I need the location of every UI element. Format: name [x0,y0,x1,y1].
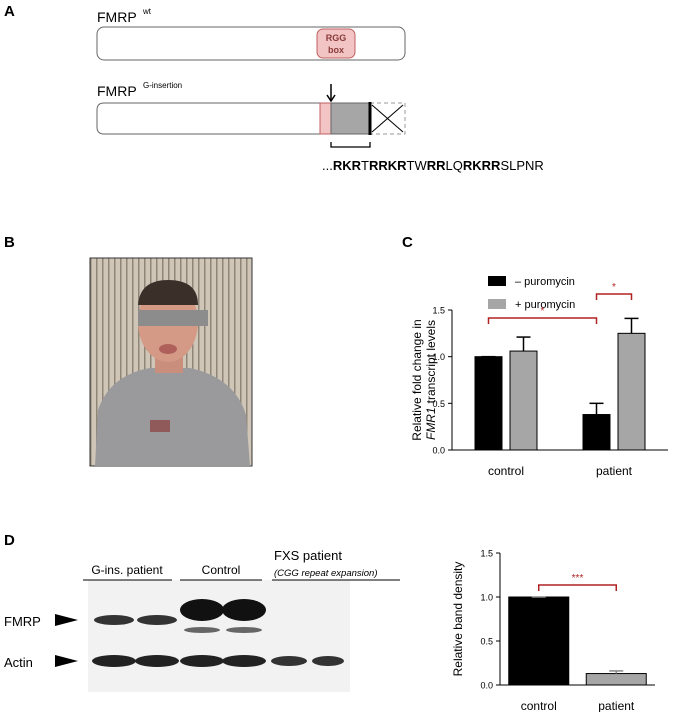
panel-label: C [402,234,413,251]
row-arrow [55,614,78,626]
bar [585,673,647,686]
sequence-part: SLPNR [500,158,543,173]
rgg-label: RGG [326,33,347,43]
shirt [95,368,250,466]
x-tick-label: patient [598,699,635,712]
blot-group: Control [202,563,241,577]
significance-label: * [541,306,545,317]
blot-group: G-ins. patient [91,563,163,577]
western-blot: G-ins. patient Control FXS patient (CGG … [4,548,400,692]
rgg-box [316,28,356,59]
error-bar [624,317,639,334]
panel-label: B [4,234,15,251]
construct-name: FMRP [97,83,137,99]
y-axis-label: Relative fold change in [410,319,424,440]
x-tick-label: control [521,699,557,712]
sequence-part: ... [322,158,333,173]
y-axis-label-part: FMR1 [424,407,438,440]
bar [582,414,611,451]
rgg-label: box [328,45,344,55]
band [94,615,134,625]
y-tick-label: 0.5 [432,399,445,409]
sequence-part: TW [407,158,428,173]
row-arrow [55,655,78,667]
band [222,655,266,667]
y-tick-label: 1.0 [480,593,493,603]
y-tick-label: 0.5 [480,637,493,647]
band [312,656,344,666]
band [137,615,177,625]
blot-membrane [88,580,350,692]
band [92,655,136,667]
sequence-part: RKRR [463,158,501,173]
sequence-part: RKR [333,158,362,173]
sequence-part: T [361,158,369,173]
band [180,599,224,621]
bar [508,596,570,686]
bracket [330,142,371,148]
significance-bracket [538,584,617,591]
panel-label: A [4,3,15,20]
mouth [159,344,177,354]
band [222,599,266,621]
legend-swatch [488,299,506,309]
y-tick-label: 0.0 [480,681,493,691]
construct-superscript: G-insertion [143,81,182,90]
bar [509,350,538,451]
error-bar [589,402,604,415]
y-tick-label: 1.5 [480,549,493,559]
band [271,656,307,666]
frameshift-region [330,102,371,135]
y-axis-label: Relative band density [451,562,465,677]
blot-group-note: (CGG repeat expansion) [274,568,378,579]
x-tick-label: patient [596,464,633,478]
sequence-part: RRKR [369,158,407,173]
y-axis-label-part: transcript levels [424,320,438,403]
y-tick-label: 0.0 [432,446,445,456]
arrow-head [326,94,336,103]
significance-label: *** [572,573,584,584]
panel-label: D [4,532,15,549]
sequence-part: RR [427,158,446,173]
legend-label: + puromycin [515,299,575,311]
y-axis-label-part: Relative fold change in [410,319,424,440]
patient-photo [89,257,253,467]
shirt-logo [150,420,170,432]
significance-label: * [612,282,616,293]
band [180,655,224,667]
significance-bracket [595,293,633,300]
construct-superscript: wt [142,7,152,16]
bar [617,332,646,451]
legend-swatch [488,276,506,286]
sequence: ...RKRTRRKRTWRRLQRKRRSLPNR [322,158,544,173]
construct-name: FMRP [97,9,137,25]
construct-diagram: FMRP wt RGG box FMRP G-insertion ...RKRT… [96,7,544,173]
y-axis-label: FMR1 transcript levels [424,320,438,440]
protein-bar [96,26,406,61]
charts: 0.0 0.5 1.0 1.5 Relative fold change in FMR1 t… [410,276,668,712]
x-tick-label: control [488,464,524,478]
bar [474,356,503,451]
y-tick-label: 1.5 [432,306,445,316]
y-tick-label: 1.0 [432,352,445,362]
band [184,627,220,633]
eye-mask [138,310,208,326]
cross [371,104,404,133]
blot-row-label: FMRP [4,614,41,629]
error-bar [516,336,531,352]
sequence-part: LQ [446,158,463,173]
legend-label: – puromycin [515,276,575,288]
band [226,627,262,633]
blot-row-label: Actin [4,655,33,670]
y-axis-label-part: Relative band density [451,562,465,677]
error-bar [609,670,624,674]
significance-bracket [487,317,598,324]
rgg-part [319,102,332,135]
hair [138,280,198,305]
band [135,655,179,667]
blot-group: FXS patient [274,548,342,563]
protein-bar [96,102,370,135]
